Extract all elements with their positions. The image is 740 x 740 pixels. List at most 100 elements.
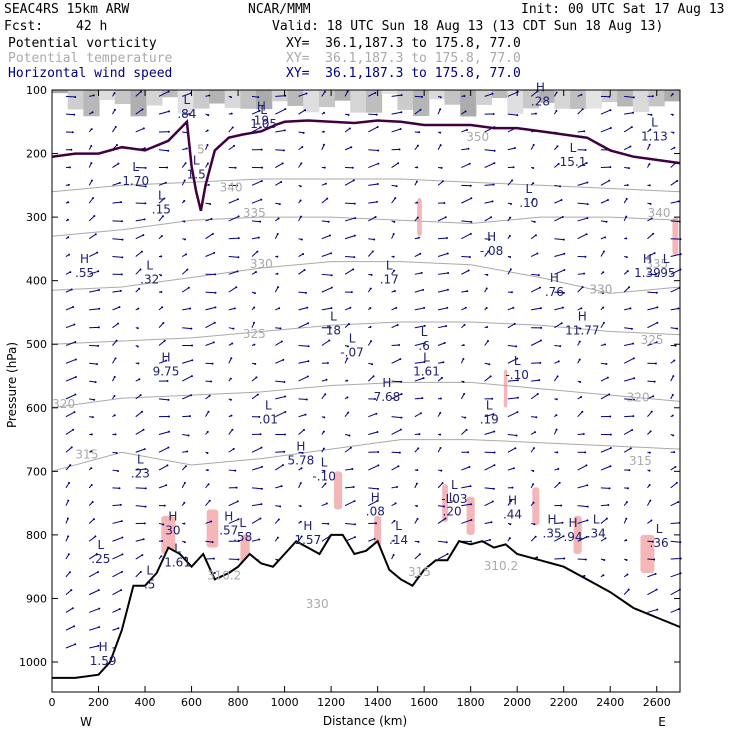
- wind-vector-head: [231, 126, 234, 129]
- wind-vector-head: [206, 162, 209, 165]
- wind-vector-head: [375, 412, 378, 415]
- wind-vector-head: [260, 503, 263, 506]
- wind-vector-head: [237, 558, 240, 561]
- pv-extremum-type: H: [508, 494, 517, 508]
- wind-vector: [112, 340, 118, 346]
- wind-vector: [623, 126, 633, 133]
- wind-vector-head: [558, 481, 561, 484]
- pv-extremum-type: L: [656, 522, 663, 536]
- wind-vector: [670, 572, 681, 578]
- y-axis-title: Pressure (hPa): [5, 342, 19, 428]
- wind-vector: [484, 375, 492, 382]
- wind-vector-head: [280, 340, 283, 343]
- wind-vector-head: [256, 393, 259, 396]
- wind-vector-head: [303, 268, 306, 271]
- wind-vector-head: [445, 325, 448, 328]
- wind-vector-head: [306, 306, 309, 309]
- wind-vector-head: [605, 220, 608, 223]
- wind-vector-head: [144, 185, 147, 188]
- wind-vector-head: [493, 430, 496, 433]
- pv-shading-cell: [99, 90, 116, 100]
- wind-vector-head: [207, 183, 210, 186]
- wind-vector-head: [651, 95, 654, 98]
- wind-vector-head: [69, 271, 72, 274]
- wind-vector-head: [144, 467, 147, 470]
- wind-vector-head: [648, 451, 651, 454]
- wind-vector-head: [258, 538, 261, 541]
- wind-vector-head: [586, 217, 589, 220]
- wind-vector-head: [90, 128, 93, 131]
- wind-vector-head: [465, 428, 468, 431]
- wind-vector: [554, 522, 563, 524]
- pv-extremum-value: .15: [152, 203, 171, 217]
- wind-vector-head: [626, 270, 629, 273]
- wind-vector: [112, 256, 123, 258]
- wind-vector-head: [350, 291, 353, 294]
- wind-vector: [298, 269, 305, 275]
- wind-vector-head: [648, 184, 651, 187]
- wind-vector-head: [441, 482, 444, 485]
- wind-vector: [554, 322, 562, 329]
- wind-vector-head: [509, 255, 512, 258]
- wind-vector: [577, 484, 588, 489]
- y-tick-label: 700: [26, 465, 47, 478]
- wind-vector-head: [488, 238, 491, 241]
- wind-vector: [298, 307, 308, 311]
- wind-vector-head: [463, 392, 466, 395]
- wind-vector-head: [118, 487, 121, 490]
- wind-vector-head: [229, 377, 232, 380]
- wind-vector: [344, 268, 354, 275]
- wind-vector: [321, 535, 330, 542]
- wind-vector-head: [121, 256, 124, 259]
- x-tick-label: 1400: [364, 696, 392, 709]
- wind-vector: [507, 467, 515, 471]
- wind-vector-head: [234, 166, 237, 169]
- wind-vector: [275, 162, 283, 168]
- wind-vector-head: [113, 414, 116, 417]
- wind-vector-head: [422, 288, 425, 291]
- wind-vector-head: [208, 499, 211, 502]
- wind-vector: [437, 553, 448, 560]
- wind-vector: [414, 377, 424, 382]
- pv-shading-cell: [224, 90, 241, 109]
- pv-shading-cell: [538, 90, 555, 103]
- wind-vector-head: [672, 434, 675, 437]
- wind-vector: [507, 91, 519, 97]
- wind-vector-head: [184, 465, 187, 468]
- wind-vector-head: [469, 485, 472, 488]
- pv-shading-cell: [381, 90, 398, 94]
- wind-vector: [251, 126, 262, 133]
- pv-shading-cell: [146, 90, 163, 106]
- wind-vector-head: [420, 95, 423, 98]
- wind-vector: [414, 253, 421, 257]
- wind-vector-head: [649, 499, 652, 502]
- wind-vector-head: [114, 125, 117, 128]
- wind-vector: [647, 589, 657, 596]
- wind-vector-head: [393, 269, 396, 272]
- wind-vector: [65, 394, 76, 400]
- wind-vector-head: [325, 502, 328, 505]
- wind-vector: [438, 540, 447, 543]
- pv-extremum-type: L: [98, 538, 105, 552]
- wind-vector-head: [259, 433, 262, 436]
- wind-vector: [65, 411, 75, 418]
- pv-shading-cell: [585, 90, 602, 109]
- wind-vector: [135, 554, 143, 560]
- wind-vector: [321, 307, 332, 311]
- wind-vector: [65, 358, 77, 364]
- wind-vector-head: [136, 345, 139, 348]
- wind-vector-head: [74, 96, 77, 99]
- wind-vector: [158, 198, 165, 204]
- wind-vector-head: [283, 433, 286, 436]
- wind-vector-head: [446, 553, 449, 556]
- pv-shading-cell: [554, 90, 571, 109]
- moist-shading: [442, 484, 448, 523]
- wind-vector-head: [143, 147, 146, 150]
- wind-vector-head: [516, 379, 519, 382]
- wind-vector-head: [283, 450, 286, 453]
- terrain-fill: [52, 534, 680, 692]
- wind-vector-head: [608, 95, 611, 98]
- wind-vector: [530, 536, 536, 542]
- wind-vector-head: [73, 323, 76, 326]
- wind-vector-head: [609, 465, 612, 468]
